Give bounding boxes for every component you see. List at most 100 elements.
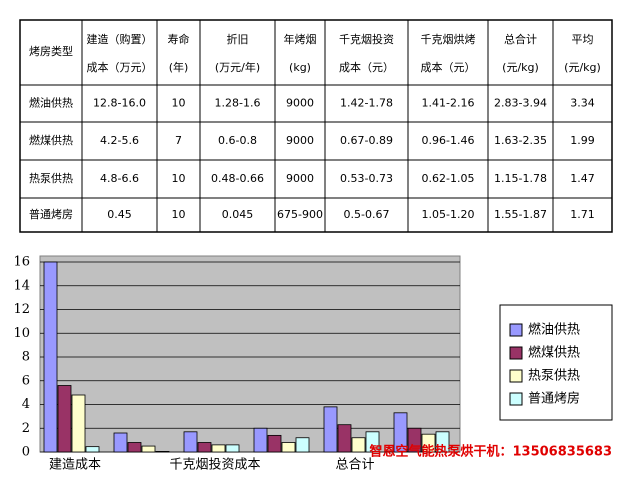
header-cell: 成本（元） bbox=[421, 60, 476, 74]
table-cell: 675-900 bbox=[277, 208, 323, 221]
bar bbox=[337, 424, 352, 453]
table-cell: 1.47 bbox=[570, 172, 595, 185]
legend-swatch bbox=[509, 323, 523, 337]
header-cell: 成本（万元） bbox=[87, 60, 153, 74]
header-cell: (元/kg) bbox=[502, 61, 539, 74]
table-cell: 燃油供热 bbox=[29, 96, 73, 110]
y-tick-label: 8 bbox=[22, 350, 30, 365]
table-cell: 1.15-1.78 bbox=[494, 172, 547, 185]
bar bbox=[43, 261, 58, 453]
bar bbox=[407, 427, 422, 453]
table-cell: 1.05-1.20 bbox=[422, 208, 475, 221]
x-tick-label: 建造成本 bbox=[49, 458, 101, 473]
y-tick-label: 4 bbox=[22, 397, 30, 412]
table-cell: 0.5-0.67 bbox=[344, 208, 390, 221]
bar bbox=[365, 431, 380, 453]
table-cell: 0.48-0.66 bbox=[211, 172, 264, 185]
bar bbox=[211, 444, 226, 453]
table-cell: 1.71 bbox=[570, 208, 595, 221]
table-cell: 1.42-1.78 bbox=[340, 97, 393, 110]
header-cell: 寿命 bbox=[168, 32, 190, 46]
table-cell: 7 bbox=[175, 134, 182, 147]
bar bbox=[351, 437, 366, 453]
table-cell: 0.62-1.05 bbox=[422, 172, 475, 185]
table-cell: 10 bbox=[172, 208, 186, 221]
bar bbox=[421, 433, 436, 453]
legend-label: 燃油供热 bbox=[528, 322, 580, 338]
y-tick-label: 12 bbox=[13, 302, 30, 317]
y-tick-label: 2 bbox=[22, 421, 30, 436]
bar bbox=[155, 451, 170, 453]
legend-label: 燃煤供热 bbox=[528, 345, 580, 361]
table-cell: 3.34 bbox=[570, 97, 595, 110]
header-cell: 年烤烟 bbox=[284, 32, 317, 46]
table-cell: 0.045 bbox=[222, 208, 254, 221]
header-cell: 总合计 bbox=[504, 32, 537, 46]
bar bbox=[71, 394, 86, 453]
bar bbox=[295, 437, 310, 453]
table-cell: 0.96-1.46 bbox=[422, 134, 475, 147]
header-cell: (kg) bbox=[289, 61, 311, 74]
table-cell: 0.67-0.89 bbox=[340, 134, 393, 147]
x-tick-label: 总合计 bbox=[335, 458, 374, 473]
y-tick-label: 16 bbox=[13, 255, 30, 270]
bar bbox=[57, 385, 72, 453]
y-tick-label: 10 bbox=[13, 326, 30, 341]
table-border bbox=[19, 19, 613, 233]
table-cell: 0.53-0.73 bbox=[340, 172, 393, 185]
watermark: 智恩空气能热泵烘干机：13506835683 bbox=[370, 444, 613, 460]
table-cell: 9000 bbox=[286, 172, 314, 185]
plot-area bbox=[39, 255, 461, 453]
table-cell: 4.2-5.6 bbox=[100, 134, 139, 147]
table-cell: 1.41-2.16 bbox=[422, 97, 475, 110]
legend-label: 热泵供热 bbox=[528, 369, 580, 384]
y-tick-label: 0 bbox=[22, 445, 30, 460]
table-cell: 9000 bbox=[286, 134, 314, 147]
bar bbox=[141, 445, 156, 453]
header-cell: 平均 bbox=[572, 33, 594, 46]
table-cell: 9000 bbox=[286, 97, 314, 110]
table-cell: 10 bbox=[172, 97, 186, 110]
bar bbox=[113, 432, 128, 453]
header-cell: 建造（购置） bbox=[87, 32, 153, 46]
table-cell: 1.99 bbox=[570, 134, 595, 147]
y-tick-label: 6 bbox=[22, 373, 30, 388]
x-tick-label: 千克烟投资成本 bbox=[169, 457, 260, 473]
bar bbox=[393, 412, 408, 453]
legend-label: 普通烤房 bbox=[528, 391, 580, 407]
bar bbox=[435, 431, 450, 453]
bar bbox=[225, 444, 240, 453]
bar bbox=[267, 434, 282, 453]
bar bbox=[281, 442, 296, 453]
table-cell: 0.6-0.8 bbox=[218, 134, 257, 147]
header-cell: 烤房类型 bbox=[29, 44, 73, 58]
table-cell: 12.8-16.0 bbox=[93, 97, 146, 110]
legend-swatch bbox=[509, 346, 523, 360]
legend-swatch bbox=[509, 392, 523, 406]
bar bbox=[127, 442, 142, 453]
bar bbox=[323, 406, 338, 453]
bar bbox=[253, 427, 268, 453]
header-cell: (元/kg) bbox=[564, 61, 601, 74]
table-cell: 1.63-2.35 bbox=[494, 134, 547, 147]
header-cell: 折旧 bbox=[227, 32, 249, 46]
table-cell: 普通烤房 bbox=[29, 207, 73, 221]
table-cell: 燃煤供热 bbox=[29, 133, 73, 147]
legend-swatch bbox=[509, 369, 523, 383]
header-cell: 千克烟投资 bbox=[339, 32, 394, 46]
table-cell: 10 bbox=[172, 172, 186, 185]
bar bbox=[183, 431, 198, 453]
table-cell: 4.8-6.6 bbox=[100, 172, 139, 185]
y-tick-label: 14 bbox=[13, 278, 30, 293]
bar bbox=[197, 442, 212, 453]
table-cell: 1.55-1.87 bbox=[494, 208, 547, 221]
header-cell: (万元/年) bbox=[215, 60, 260, 74]
header-cell: 千克烟烘烤 bbox=[421, 32, 476, 46]
bar bbox=[85, 446, 100, 453]
table-cell: 热泵供热 bbox=[29, 171, 73, 185]
header-cell: (年) bbox=[169, 60, 189, 74]
header-cell: 成本（元） bbox=[339, 60, 394, 74]
table-cell: 2.83-3.94 bbox=[494, 97, 547, 110]
table-cell: 0.45 bbox=[107, 208, 132, 221]
